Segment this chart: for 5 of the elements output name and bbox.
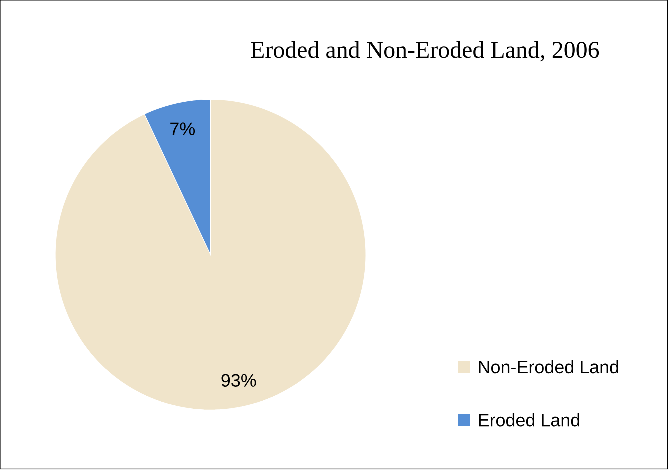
data-label: 93% <box>222 374 256 388</box>
legend-label: Non-Eroded Land <box>479 360 618 374</box>
chart-title: Eroded and Non-Eroded Land, 2006 <box>251 42 600 62</box>
data-label: 7% <box>170 122 196 136</box>
legend-label: Eroded Land <box>479 414 580 427</box>
